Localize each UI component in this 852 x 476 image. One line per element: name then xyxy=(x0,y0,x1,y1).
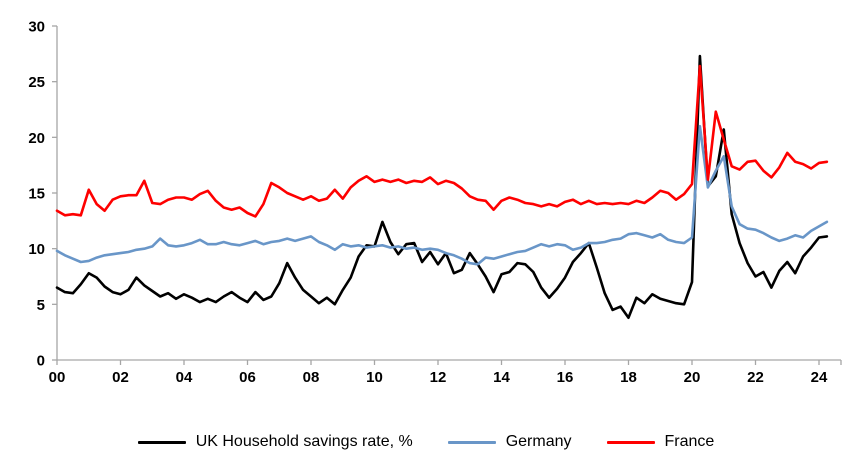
uk-legend-label: UK Household savings rate, % xyxy=(195,433,413,450)
legend-item-france: France xyxy=(606,433,715,451)
germany-line-swatch xyxy=(447,440,496,444)
x-tick-label: 14 xyxy=(493,369,510,386)
x-tick-label: 24 xyxy=(811,369,828,386)
france-legend-label: France xyxy=(664,433,715,450)
germany-legend-label: Germany xyxy=(505,433,572,450)
x-tick-label: 22 xyxy=(747,369,764,386)
plot-area: 0 5 10 15 20 25 30 00 02 04 06 08 10 12 14 16 18 20 22 24 xyxy=(28,19,842,386)
plot-svg: 0 5 10 15 20 25 30 00 02 04 06 08 10 12 14 16 18 20 22 24 xyxy=(28,19,842,386)
x-tick-label: 16 xyxy=(557,369,574,386)
legend-item-uk: UK Household savings rate, % xyxy=(137,433,413,451)
y-tick-label: 15 xyxy=(28,186,45,203)
axis-lines xyxy=(56,26,841,361)
y-tick-label: 25 xyxy=(28,74,45,91)
x-tick-label: 00 xyxy=(49,369,66,386)
y-tick-label: 0 xyxy=(37,353,45,370)
chart-legend: UK Household savings rate, % Germany Fra… xyxy=(0,424,852,460)
x-tick-label: 12 xyxy=(430,369,447,386)
series-line-uk-household-savings-rate xyxy=(55,54,829,320)
legend-item-germany: Germany xyxy=(447,433,572,451)
y-tick-label: 20 xyxy=(28,130,45,147)
x-tick-label: 02 xyxy=(112,369,129,386)
x-tick-label: 04 xyxy=(176,369,193,386)
x-tick-label: 10 xyxy=(366,369,383,386)
x-tick-label: 08 xyxy=(303,369,320,386)
series-line-germany xyxy=(55,124,829,266)
x-tick-label: 06 xyxy=(239,369,256,386)
uk-line-swatch xyxy=(137,440,186,444)
x-tick-label: 18 xyxy=(620,369,637,386)
x-tick-label: 20 xyxy=(684,369,701,386)
y-tick-label: 5 xyxy=(37,297,45,314)
y-tick-label: 10 xyxy=(28,241,45,258)
france-line-swatch xyxy=(606,440,655,444)
series-line-france xyxy=(55,64,829,218)
y-tick-label: 30 xyxy=(28,19,45,36)
